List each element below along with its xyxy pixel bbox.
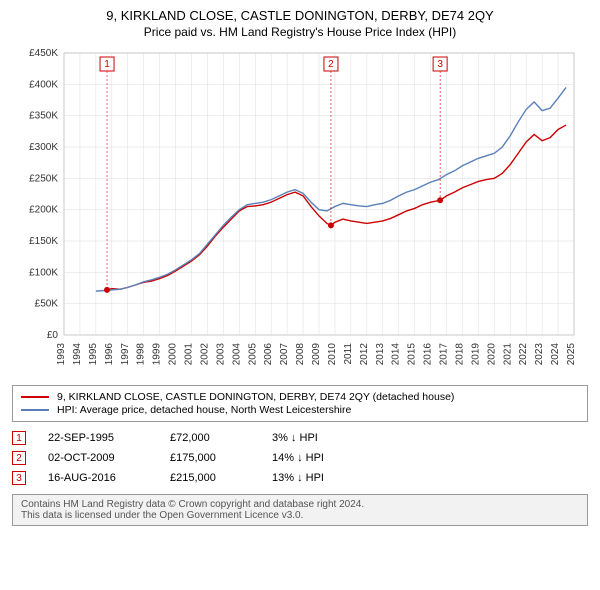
sales-diff: 14% ↓ HPI: [272, 452, 372, 464]
svg-text:2013: 2013: [375, 343, 386, 366]
svg-text:2007: 2007: [279, 343, 290, 366]
svg-text:2018: 2018: [454, 343, 465, 366]
svg-text:1993: 1993: [56, 343, 67, 366]
svg-text:2010: 2010: [327, 343, 338, 366]
sales-row: 3 16-AUG-2016 £215,000 13% ↓ HPI: [12, 468, 588, 488]
svg-text:2009: 2009: [311, 343, 322, 366]
svg-text:£400K: £400K: [29, 79, 58, 90]
svg-text:£350K: £350K: [29, 111, 58, 122]
svg-text:£150K: £150K: [29, 236, 58, 247]
svg-text:2005: 2005: [247, 343, 258, 366]
sales-date: 22-SEP-1995: [48, 432, 148, 444]
svg-text:2: 2: [328, 59, 334, 70]
svg-text:2014: 2014: [391, 343, 402, 366]
legend-swatch: [21, 396, 49, 398]
svg-text:2002: 2002: [199, 343, 210, 366]
footer-line-2: This data is licensed under the Open Gov…: [21, 510, 579, 521]
sales-table: 1 22-SEP-1995 £72,000 3% ↓ HPI 2 02-OCT-2009 £…: [12, 428, 588, 488]
svg-text:2004: 2004: [231, 343, 242, 366]
sales-date: 16-AUG-2016: [48, 472, 148, 484]
svg-text:1: 1: [104, 59, 110, 70]
svg-text:2025: 2025: [566, 343, 577, 366]
svg-text:£0: £0: [47, 330, 59, 341]
svg-text:2019: 2019: [470, 343, 481, 366]
svg-text:2015: 2015: [407, 343, 418, 366]
legend-item: 9, KIRKLAND CLOSE, CASTLE DONINGTON, DER…: [21, 391, 579, 403]
sales-price: £215,000: [170, 472, 250, 484]
legend-label: 9, KIRKLAND CLOSE, CASTLE DONINGTON, DER…: [57, 391, 454, 403]
svg-text:£100K: £100K: [29, 267, 58, 278]
sales-marker: 1: [12, 431, 26, 445]
sales-price: £175,000: [170, 452, 250, 464]
legend: 9, KIRKLAND CLOSE, CASTLE DONINGTON, DER…: [12, 385, 588, 422]
legend-swatch: [21, 409, 49, 411]
svg-text:2017: 2017: [439, 343, 450, 366]
page-subtitle: Price paid vs. HM Land Registry's House …: [12, 25, 588, 39]
svg-text:2011: 2011: [343, 343, 354, 365]
sales-marker: 3: [12, 471, 26, 485]
svg-text:2003: 2003: [215, 343, 226, 366]
svg-text:2021: 2021: [502, 343, 513, 366]
sales-row: 1 22-SEP-1995 £72,000 3% ↓ HPI: [12, 428, 588, 448]
svg-text:1995: 1995: [88, 343, 99, 366]
svg-text:2000: 2000: [168, 343, 179, 366]
footer-line-1: Contains HM Land Registry data © Crown c…: [21, 499, 579, 510]
svg-text:2001: 2001: [184, 343, 195, 366]
sales-price: £72,000: [170, 432, 250, 444]
svg-text:3: 3: [437, 59, 443, 70]
line-chart: £0 £50K £100K £150K £200K £250K £300K £350K £400…: [12, 47, 588, 377]
sales-diff: 13% ↓ HPI: [272, 472, 372, 484]
legend-label: HPI: Average price, detached house, Nort…: [57, 404, 351, 416]
svg-text:2008: 2008: [295, 343, 306, 366]
svg-text:1998: 1998: [136, 343, 147, 366]
sales-date: 02-OCT-2009: [48, 452, 148, 464]
sales-diff: 3% ↓ HPI: [272, 432, 372, 444]
svg-text:2020: 2020: [486, 343, 497, 366]
svg-text:£50K: £50K: [35, 299, 59, 310]
svg-text:£250K: £250K: [29, 173, 58, 184]
svg-text:£200K: £200K: [29, 205, 58, 216]
svg-text:£450K: £450K: [29, 48, 58, 59]
page-title: 9, KIRKLAND CLOSE, CASTLE DONINGTON, DER…: [12, 8, 588, 23]
svg-text:1994: 1994: [72, 343, 83, 366]
svg-text:1996: 1996: [104, 343, 115, 366]
svg-text:2024: 2024: [550, 343, 561, 366]
svg-text:2023: 2023: [534, 343, 545, 366]
svg-text:2006: 2006: [263, 343, 274, 366]
sales-marker: 2: [12, 451, 26, 465]
svg-text:1999: 1999: [152, 343, 163, 366]
attribution-footer: Contains HM Land Registry data © Crown c…: [12, 494, 588, 526]
sales-row: 2 02-OCT-2009 £175,000 14% ↓ HPI: [12, 448, 588, 468]
legend-item: HPI: Average price, detached house, Nort…: [21, 404, 579, 416]
svg-text:2012: 2012: [359, 343, 370, 366]
svg-text:£300K: £300K: [29, 142, 58, 153]
svg-text:1997: 1997: [120, 343, 131, 366]
chart-container: 9, KIRKLAND CLOSE, CASTLE DONINGTON, DER…: [0, 0, 600, 538]
svg-text:2016: 2016: [423, 343, 434, 366]
chart-area: £0 £50K £100K £150K £200K £250K £300K £350K £400…: [12, 47, 588, 377]
svg-text:2022: 2022: [518, 343, 529, 366]
